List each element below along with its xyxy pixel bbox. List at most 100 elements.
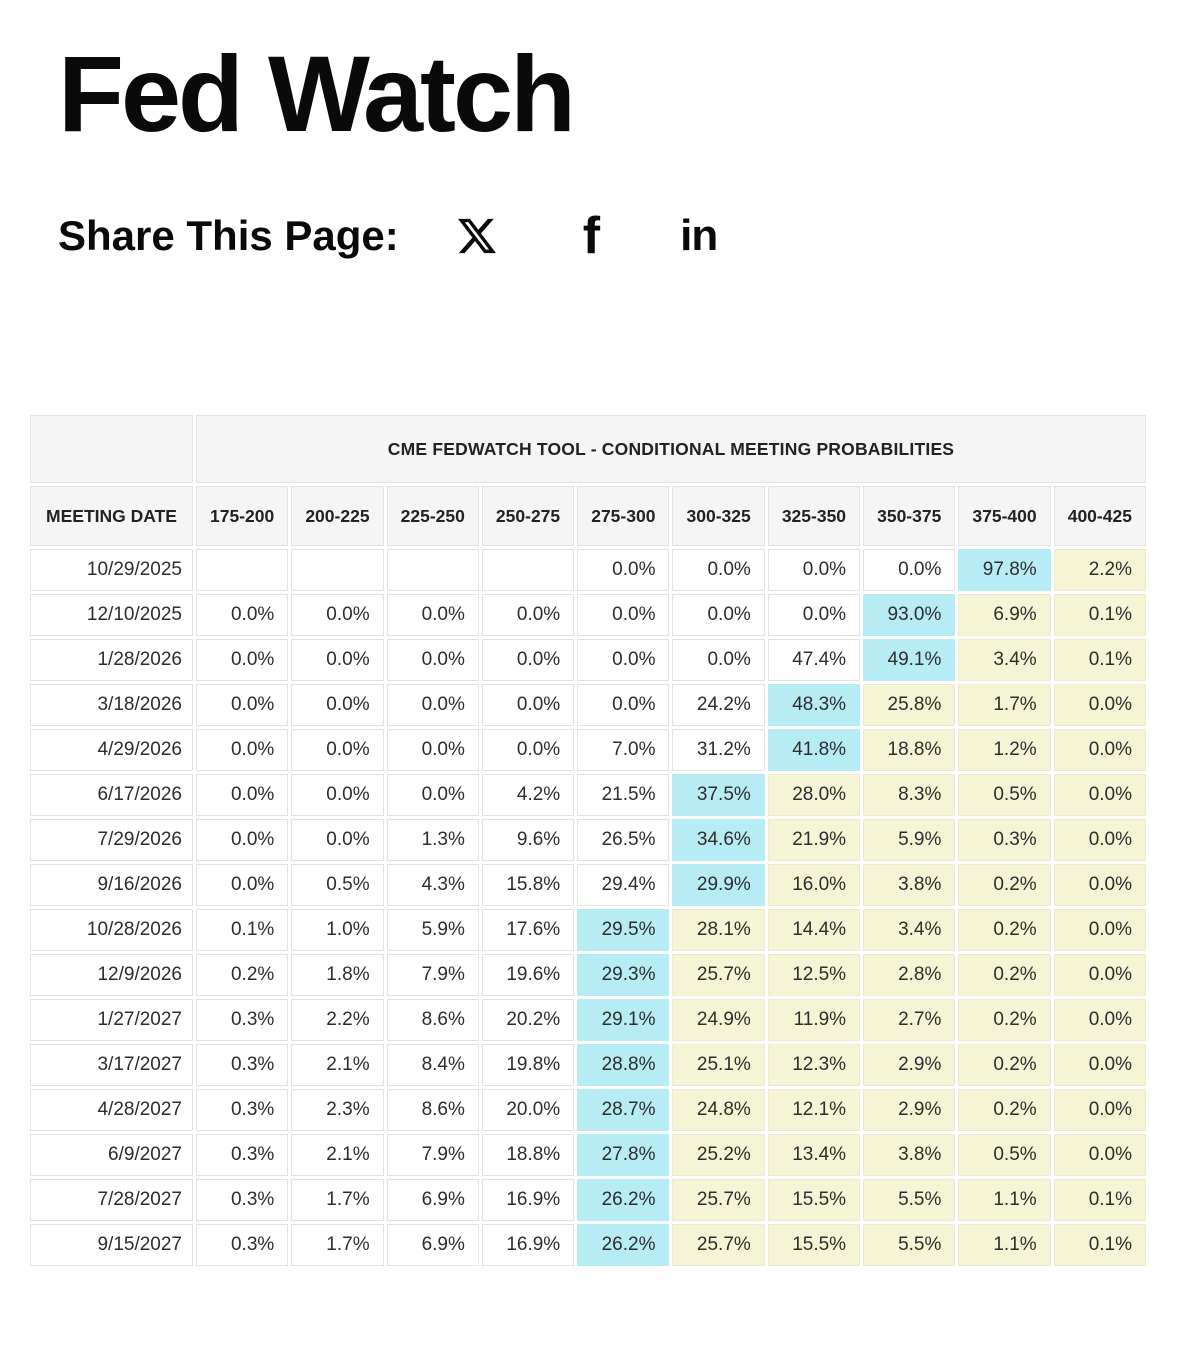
probability-cell: 26.5% <box>577 819 670 861</box>
table-row: 4/29/2026 0.0% 0.0% 0.0% 0.0% 7.0% 31.2% 41.8% 1… <box>30 729 1146 771</box>
probability-cell: 24.9% <box>672 999 765 1041</box>
probability-cell: 0.0% <box>1053 774 1146 816</box>
probability-cell <box>386 549 479 591</box>
meeting-date-cell: 7/29/2026 <box>30 819 193 861</box>
probability-cell: 5.9% <box>386 909 479 951</box>
probability-cell: 0.0% <box>481 684 575 726</box>
table-row: 1/27/2027 0.3% 2.2% 8.6% 20.2% 29.1% 24.9% 11.9… <box>30 999 1146 1041</box>
probability-cell: 24.2% <box>672 684 765 726</box>
probability-cell: 0.0% <box>767 594 861 636</box>
probability-cell: 16.9% <box>481 1179 575 1221</box>
probability-cell: 0.0% <box>196 864 289 906</box>
probability-cell: 2.8% <box>863 954 956 996</box>
rate-range-header: 350-375 <box>863 486 956 546</box>
probability-cell: 8.4% <box>386 1044 479 1086</box>
probability-cell: 0.2% <box>196 954 289 996</box>
probability-cell: 47.4% <box>767 639 861 681</box>
probability-cell: 2.3% <box>291 1089 384 1131</box>
probability-cell: 6.9% <box>958 594 1051 636</box>
probability-cell: 8.6% <box>386 1089 479 1131</box>
probability-cell: 5.5% <box>863 1224 956 1266</box>
linkedin-share-button[interactable]: in <box>680 214 718 258</box>
probability-cell: 0.0% <box>386 639 479 681</box>
probability-cell: 16.9% <box>481 1224 575 1266</box>
meeting-date-cell: 12/9/2026 <box>30 954 193 996</box>
probability-cell: 0.0% <box>577 594 670 636</box>
probability-cell: 6.9% <box>386 1224 479 1266</box>
table-row: 4/28/2027 0.3% 2.3% 8.6% 20.0% 28.7% 24.8% 12.1… <box>30 1089 1146 1131</box>
probability-cell: 0.3% <box>196 1134 289 1176</box>
probability-cell: 29.4% <box>577 864 670 906</box>
probability-cell: 29.9% <box>672 864 765 906</box>
probability-cell: 0.3% <box>196 999 289 1041</box>
facebook-icon: f <box>582 207 601 265</box>
meeting-date-cell: 3/18/2026 <box>30 684 193 726</box>
probability-cell: 27.8% <box>577 1134 670 1176</box>
rate-range-header: 300-325 <box>672 486 765 546</box>
probability-cell: 1.7% <box>291 1179 384 1221</box>
facebook-share-button[interactable]: f <box>583 210 600 262</box>
probability-cell: 2.7% <box>863 999 956 1041</box>
table-row: 6/9/2027 0.3% 2.1% 7.9% 18.8% 27.8% 25.2% 13.4%… <box>30 1134 1146 1176</box>
probability-cell: 7.0% <box>577 729 670 771</box>
probability-cell: 0.0% <box>196 729 289 771</box>
rate-range-header: 225-250 <box>386 486 479 546</box>
probability-cell: 14.4% <box>767 909 861 951</box>
probability-cell: 0.0% <box>386 594 479 636</box>
probability-cell: 15.8% <box>481 864 575 906</box>
probability-cell: 18.8% <box>863 729 956 771</box>
probability-cell: 0.0% <box>386 684 479 726</box>
probability-cell: 0.3% <box>958 819 1051 861</box>
x-share-button[interactable] <box>457 217 497 255</box>
probability-cell: 29.5% <box>577 909 670 951</box>
probability-cell: 11.9% <box>767 999 861 1041</box>
probability-cell: 0.0% <box>1053 1044 1146 1086</box>
probability-cell: 2.1% <box>291 1134 384 1176</box>
probability-cell: 28.1% <box>672 909 765 951</box>
probability-cell: 18.8% <box>481 1134 575 1176</box>
probability-cell: 5.5% <box>863 1179 956 1221</box>
probability-cell: 1.7% <box>958 684 1051 726</box>
probability-cell: 1.2% <box>958 729 1051 771</box>
probability-cell: 26.2% <box>577 1179 670 1221</box>
rate-range-header: 400-425 <box>1053 486 1146 546</box>
probability-cell: 37.5% <box>672 774 765 816</box>
rate-range-header: 275-300 <box>577 486 670 546</box>
probability-cell: 41.8% <box>767 729 861 771</box>
probability-cell: 1.0% <box>291 909 384 951</box>
probability-cell: 0.1% <box>1053 639 1146 681</box>
probability-cell: 28.0% <box>767 774 861 816</box>
probability-cell: 93.0% <box>863 594 956 636</box>
probability-cell: 0.2% <box>958 1044 1051 1086</box>
table-row: 3/17/2027 0.3% 2.1% 8.4% 19.8% 28.8% 25.1% 12.3… <box>30 1044 1146 1086</box>
probability-cell: 8.3% <box>863 774 956 816</box>
probability-cell: 0.3% <box>196 1089 289 1131</box>
rate-range-header: 175-200 <box>196 486 289 546</box>
probability-cell: 0.0% <box>1053 1134 1146 1176</box>
meeting-date-cell: 12/10/2025 <box>30 594 193 636</box>
table-row: 6/17/2026 0.0% 0.0% 0.0% 4.2% 21.5% 37.5% 28.0%… <box>30 774 1146 816</box>
probability-cell: 48.3% <box>767 684 861 726</box>
probability-cell: 7.9% <box>386 1134 479 1176</box>
probability-cell: 0.5% <box>291 864 384 906</box>
probability-cell: 5.9% <box>863 819 956 861</box>
probability-cell: 20.0% <box>481 1089 575 1131</box>
probability-cell: 16.0% <box>767 864 861 906</box>
probability-cell <box>481 549 575 591</box>
probability-cell: 0.0% <box>767 549 861 591</box>
probability-cell: 3.4% <box>863 909 956 951</box>
probability-cell: 1.1% <box>958 1179 1051 1221</box>
probability-cell: 25.1% <box>672 1044 765 1086</box>
probability-cell: 12.5% <box>767 954 861 996</box>
probability-cell: 25.8% <box>863 684 956 726</box>
probability-cell: 0.0% <box>1053 819 1146 861</box>
probability-cell: 0.2% <box>958 999 1051 1041</box>
probability-cell: 26.2% <box>577 1224 670 1266</box>
rate-range-header: 200-225 <box>291 486 384 546</box>
probability-cell: 0.0% <box>481 594 575 636</box>
probability-cell: 1.1% <box>958 1224 1051 1266</box>
probability-cell: 25.7% <box>672 1179 765 1221</box>
probability-cell: 0.2% <box>958 864 1051 906</box>
probability-cell: 21.5% <box>577 774 670 816</box>
probability-cell: 0.1% <box>1053 1224 1146 1266</box>
